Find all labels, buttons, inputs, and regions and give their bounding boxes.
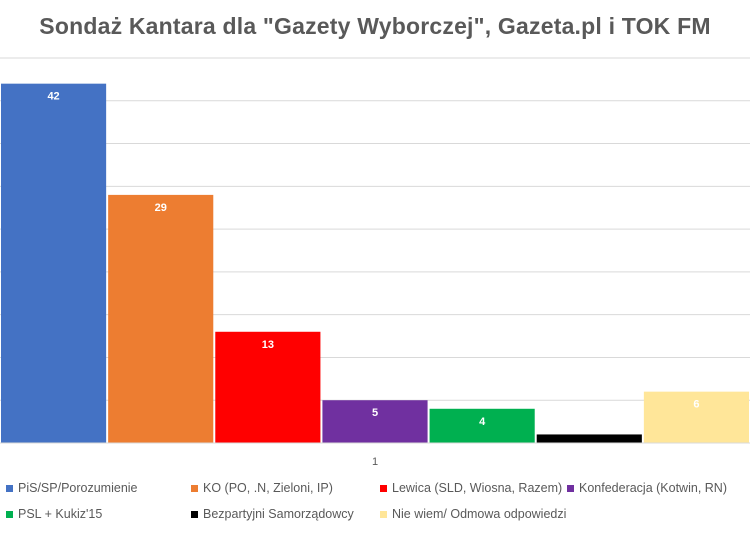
bar	[643, 391, 749, 443]
legend-row: PiS/SP/Porozumienie KO (PO, .N, Zieloni, …	[6, 481, 750, 507]
bar-data-label: 6	[693, 399, 699, 411]
legend-label: Lewica (SLD, Wiosna, Razem)	[392, 481, 563, 495]
legend-label: Konfederacja (Kotwin, RN)	[579, 481, 727, 495]
chart-title: Sondaż Kantara dla "Gazety Wyborczej", G…	[39, 13, 711, 39]
bar	[215, 331, 321, 443]
legend-swatch	[6, 510, 13, 518]
bar-data-label: 1	[586, 441, 592, 453]
legend-item: KO (PO, .N, Zieloni, IP)	[191, 481, 333, 495]
legend-item: Lewica (SLD, Wiosna, Razem)	[380, 481, 562, 495]
legend-label: Nie wiem/ Odmowa odpowiedzi	[392, 507, 567, 521]
legend-item: PiS/SP/Porozumienie	[6, 481, 138, 495]
legend-item: Bezpartyjni Samorządowcy	[191, 507, 354, 521]
bar-data-label: 29	[155, 202, 167, 214]
bar-data-label: 5	[372, 407, 378, 419]
legend-swatch	[191, 484, 198, 492]
bar-data-label: 4	[479, 416, 486, 428]
legend-swatch	[567, 484, 574, 492]
legend-item: Konfederacja (Kotwin, RN)	[567, 481, 727, 495]
bar	[108, 194, 214, 443]
legend-item: Nie wiem/ Odmowa odpowiedzi	[380, 507, 566, 521]
bar-data-label: 42	[47, 91, 59, 103]
bar	[1, 83, 107, 444]
legend-swatch	[6, 484, 13, 492]
bar	[322, 400, 428, 443]
bar	[429, 408, 535, 443]
bar-data-label: 13	[262, 339, 274, 351]
x-tick-label: 1	[372, 456, 378, 468]
legend-label: PSL + Kukiz'15	[18, 507, 103, 521]
legend-label: KO (PO, .N, Zieloni, IP)	[203, 481, 333, 495]
legend-item: PSL + Kukiz'15	[6, 507, 102, 521]
bar	[536, 434, 642, 443]
legend-swatch	[380, 484, 387, 492]
legend-label: Bezpartyjni Samorządowcy	[203, 507, 354, 521]
legend-label: PiS/SP/Porozumienie	[18, 481, 138, 495]
chart-legend: PiS/SP/Porozumienie KO (PO, .N, Zieloni, …	[6, 481, 750, 533]
legend-swatch	[191, 510, 198, 518]
legend-swatch	[380, 510, 387, 518]
legend-row: PSL + Kukiz'15 Bezpartyjni Samorządowcy Ni…	[6, 507, 750, 533]
